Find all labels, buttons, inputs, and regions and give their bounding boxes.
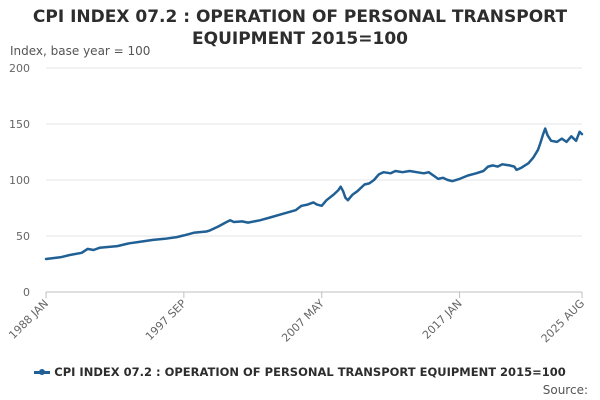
legend-dot-icon (39, 369, 46, 375)
y-tick-label: 0 (23, 286, 30, 299)
chart-title: CPI INDEX 07.2 : OPERATION OF PERSONAL T… (32, 7, 568, 49)
x-tick-label: 1997 SEP (143, 297, 189, 343)
x-tick-label: 2007 MAY (279, 297, 327, 345)
x-tick-label: 2017 JAN (420, 297, 465, 342)
y-tick-label: 150 (9, 118, 30, 131)
legend-swatch-icon (34, 369, 51, 375)
series-line (44, 127, 584, 261)
y-tick-label: 200 (9, 62, 30, 75)
x-tick-label: 2025 AUG (539, 297, 588, 346)
source-label: Source: (542, 383, 588, 397)
y-axis-label: Index, base year = 100 (10, 44, 151, 58)
x-tick-label: 1988 JAN (6, 297, 51, 342)
y-tick-label: 100 (9, 174, 30, 187)
legend-label: CPI INDEX 07.2 : OPERATION OF PERSONAL T… (54, 365, 566, 379)
y-tick-label: 50 (16, 230, 30, 243)
legend[interactable]: CPI INDEX 07.2 : OPERATION OF PERSONAL T… (0, 365, 600, 379)
